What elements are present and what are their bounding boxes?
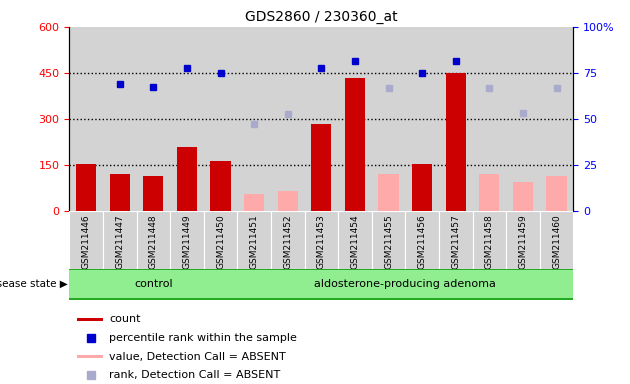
Bar [203,211,238,269]
Bar [76,164,96,211]
Text: GSM211457: GSM211457 [451,214,460,269]
Text: GSM211453: GSM211453 [317,214,326,269]
Bar [103,211,137,269]
Bar [546,176,566,211]
Bar [338,211,372,269]
Bar [278,191,298,211]
Text: GSM211455: GSM211455 [384,214,393,269]
Text: disease state ▶: disease state ▶ [0,279,68,289]
Text: GSM211458: GSM211458 [485,214,494,269]
Text: control: control [134,279,173,289]
Text: value, Detection Call = ABSENT: value, Detection Call = ABSENT [110,352,286,362]
Bar [405,211,439,269]
Bar [372,211,405,269]
Bar [238,270,573,298]
Text: GSM211456: GSM211456 [418,214,427,269]
Bar [513,182,533,211]
Title: GDS2860 / 230360_at: GDS2860 / 230360_at [245,10,398,25]
Bar [210,161,231,211]
Text: GSM211448: GSM211448 [149,214,158,269]
Text: GSM211447: GSM211447 [115,214,124,269]
Text: GSM211454: GSM211454 [350,214,359,269]
Bar [77,318,103,321]
Bar [412,164,432,211]
Bar [110,174,130,211]
Text: rank, Detection Call = ABSENT: rank, Detection Call = ABSENT [110,370,281,380]
Bar [304,211,338,269]
Bar [271,211,304,269]
Bar [238,211,271,269]
Text: aldosterone-producing adenoma: aldosterone-producing adenoma [314,279,496,289]
Bar [77,355,103,358]
Bar [379,174,399,211]
Bar [439,211,472,269]
Text: GSM211451: GSM211451 [249,214,258,269]
Text: GSM211460: GSM211460 [552,214,561,269]
Bar [177,147,197,211]
Bar [170,211,203,269]
Bar [244,194,264,211]
Text: GSM211446: GSM211446 [82,214,91,269]
Bar [479,174,500,211]
Text: GSM211452: GSM211452 [284,214,292,269]
Bar [143,176,163,211]
Bar [445,73,466,211]
Bar [69,211,103,269]
Bar [472,211,506,269]
Text: GSM211459: GSM211459 [518,214,527,269]
Text: percentile rank within the sample: percentile rank within the sample [110,333,297,343]
Text: count: count [110,314,141,324]
Bar [311,124,331,211]
Text: GSM211449: GSM211449 [183,214,192,269]
Bar [137,211,170,269]
Bar [69,270,238,298]
Text: GSM211450: GSM211450 [216,214,225,269]
Bar [540,211,573,269]
Bar [345,78,365,211]
Bar [506,211,540,269]
